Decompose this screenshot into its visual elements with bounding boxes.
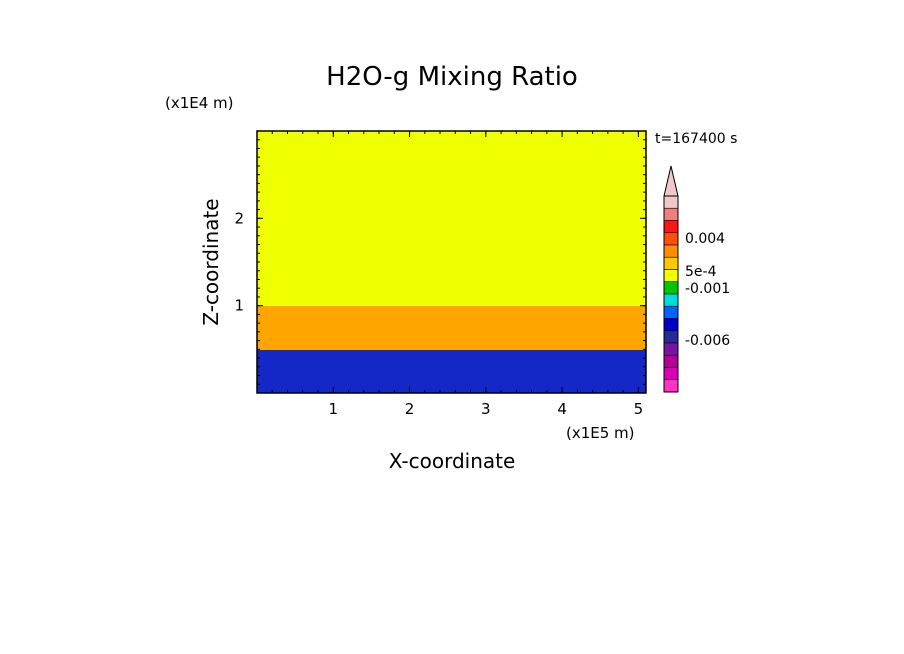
colorbar-cell bbox=[663, 269, 679, 283]
colorbar-extend-arrow bbox=[663, 165, 679, 197]
x-tick-label: 5 bbox=[634, 400, 644, 418]
y-axis: 12 bbox=[234, 139, 646, 385]
x-axis-label: X-coordinate bbox=[389, 449, 516, 473]
y-axis-unit: (x1E4 m) bbox=[165, 94, 234, 112]
colorbar-cell bbox=[663, 330, 679, 344]
colorbar-cell bbox=[663, 244, 679, 258]
colorbar-cell bbox=[663, 195, 679, 209]
chart-title: H2O-g Mixing Ratio bbox=[326, 62, 578, 92]
colorbar-cell bbox=[663, 281, 679, 295]
colorbar-frame bbox=[663, 195, 679, 393]
field-middle bbox=[257, 306, 646, 350]
colorbar-tick-label: 5e-4 bbox=[685, 264, 717, 280]
x-tick-label: 2 bbox=[405, 400, 415, 418]
field-upper bbox=[257, 131, 646, 306]
colorbar-cell bbox=[663, 367, 679, 381]
colorbar-cell bbox=[663, 232, 679, 246]
x-tick-label: 4 bbox=[557, 400, 567, 418]
colorbar-cell bbox=[663, 207, 679, 221]
y-tick-label: 2 bbox=[234, 209, 244, 227]
y-axis-label: Z-coordinate bbox=[199, 198, 223, 325]
colorbar-cell bbox=[663, 305, 679, 319]
colorbar-cell bbox=[663, 256, 679, 270]
x-axis-unit: (x1E5 m) bbox=[566, 424, 635, 442]
y-tick-label: 1 bbox=[234, 297, 244, 315]
field-lower bbox=[257, 350, 646, 393]
plot-area bbox=[256, 130, 647, 394]
colorbar-tick-label: -0.006 bbox=[685, 333, 730, 349]
colorbar-tick-label: 0.004 bbox=[685, 231, 725, 247]
colorbar-cell bbox=[663, 354, 679, 368]
colorbar-tick-label: -0.001 bbox=[685, 281, 730, 297]
colorbar-cell bbox=[663, 293, 679, 307]
colorbar-cell bbox=[663, 220, 679, 234]
colorbar-cell bbox=[663, 342, 679, 356]
colorbar: 0.004 5e-4 -0.001 -0.006 bbox=[663, 165, 730, 393]
colorbar-cell bbox=[663, 318, 679, 332]
colorbar-cell bbox=[663, 379, 679, 393]
x-tick-label: 3 bbox=[481, 400, 491, 418]
x-axis: 1 2 3 4 5 bbox=[271, 131, 644, 418]
time-label: t=167400 s bbox=[655, 131, 737, 147]
x-tick-label: 1 bbox=[329, 400, 339, 418]
